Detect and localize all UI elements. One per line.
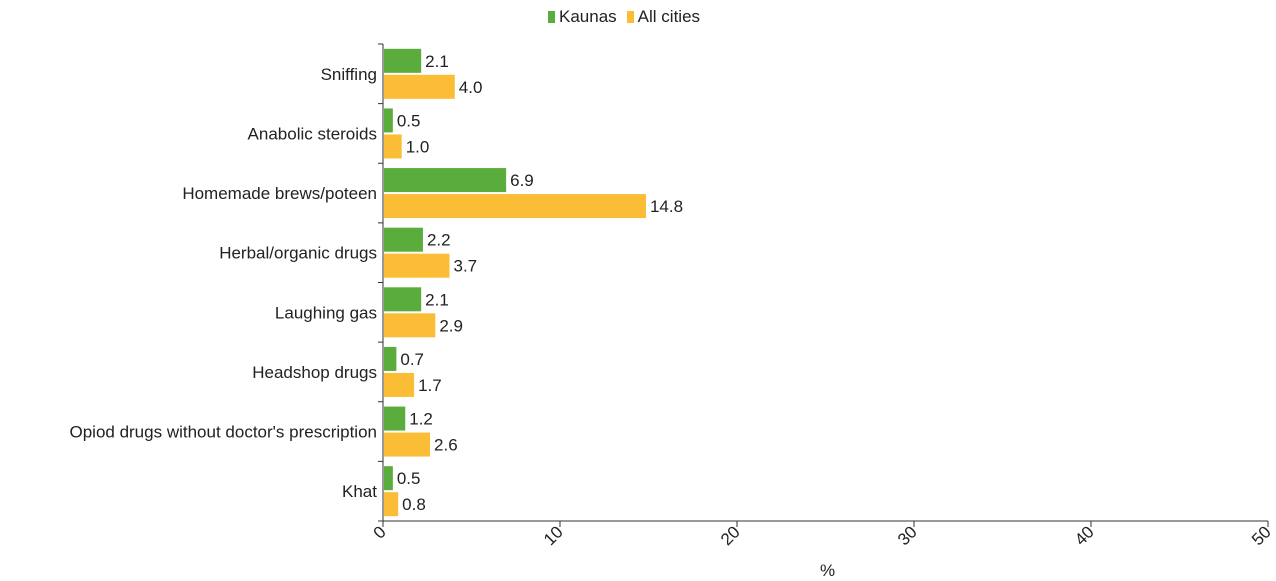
bar-kaunas <box>384 287 422 312</box>
data-label: 1.0 <box>406 137 430 156</box>
legend-item-all-cities: All cities <box>626 7 701 27</box>
bar-all-cities <box>384 432 431 457</box>
bar-all-cities <box>384 74 455 99</box>
bar-all-cities <box>384 134 402 159</box>
bar-kaunas <box>384 108 393 133</box>
category-label: Khat <box>342 482 377 501</box>
data-label: 14.8 <box>650 197 683 216</box>
legend-swatch-all-cities <box>626 11 634 23</box>
data-label: 2.9 <box>439 316 463 335</box>
data-label: 1.7 <box>418 376 442 395</box>
bar-kaunas <box>384 406 406 431</box>
data-label: 4.0 <box>459 78 483 97</box>
category-label: Laughing gas <box>275 303 377 322</box>
bar-kaunas <box>384 48 422 73</box>
category-label: Herbal/organic drugs <box>219 244 377 263</box>
category-label: Opiod drugs without doctor's prescriptio… <box>69 423 377 442</box>
data-label: 2.1 <box>425 290 449 309</box>
bar-kaunas <box>384 227 423 252</box>
legend-swatch-kaunas <box>548 11 555 23</box>
bar-all-cities <box>384 313 436 338</box>
data-label: 2.2 <box>427 231 451 250</box>
bar-all-cities <box>384 372 415 397</box>
data-label: 2.6 <box>434 436 458 455</box>
data-label: 3.7 <box>453 257 477 276</box>
bar-kaunas <box>384 466 393 491</box>
x-tick-label: 0 <box>370 522 390 542</box>
bar-all-cities <box>384 253 450 278</box>
data-label: 0.8 <box>402 495 426 514</box>
x-tick-label: 50 <box>1248 522 1275 549</box>
data-label: 0.5 <box>397 111 421 130</box>
category-label: Anabolic steroids <box>248 124 377 143</box>
legend-label-kaunas: Kaunas <box>559 7 617 26</box>
x-tick-label: 40 <box>1071 522 1098 549</box>
data-label: 0.5 <box>397 469 421 488</box>
data-label: 2.1 <box>425 52 449 71</box>
category-label: Homemade brews/poteen <box>182 184 377 203</box>
x-tick-label: 20 <box>717 522 744 549</box>
x-axis-title: % <box>820 561 835 580</box>
data-label: 1.2 <box>409 410 433 429</box>
x-tick-label: 10 <box>540 522 567 549</box>
data-label: 6.9 <box>510 171 534 190</box>
category-label: Headshop drugs <box>252 363 377 382</box>
data-label: 0.7 <box>400 350 424 369</box>
bar-kaunas <box>384 168 507 193</box>
legend-label-all-cities: All cities <box>637 7 701 26</box>
bar-all-cities <box>384 194 646 219</box>
legend-item-kaunas: Kaunas <box>548 7 617 27</box>
category-label: Sniffing <box>321 65 377 84</box>
chart-legend: Kaunas All cities <box>548 7 710 27</box>
x-tick-label: 30 <box>894 522 921 549</box>
bar-all-cities <box>384 492 399 517</box>
bar-kaunas <box>384 346 397 371</box>
